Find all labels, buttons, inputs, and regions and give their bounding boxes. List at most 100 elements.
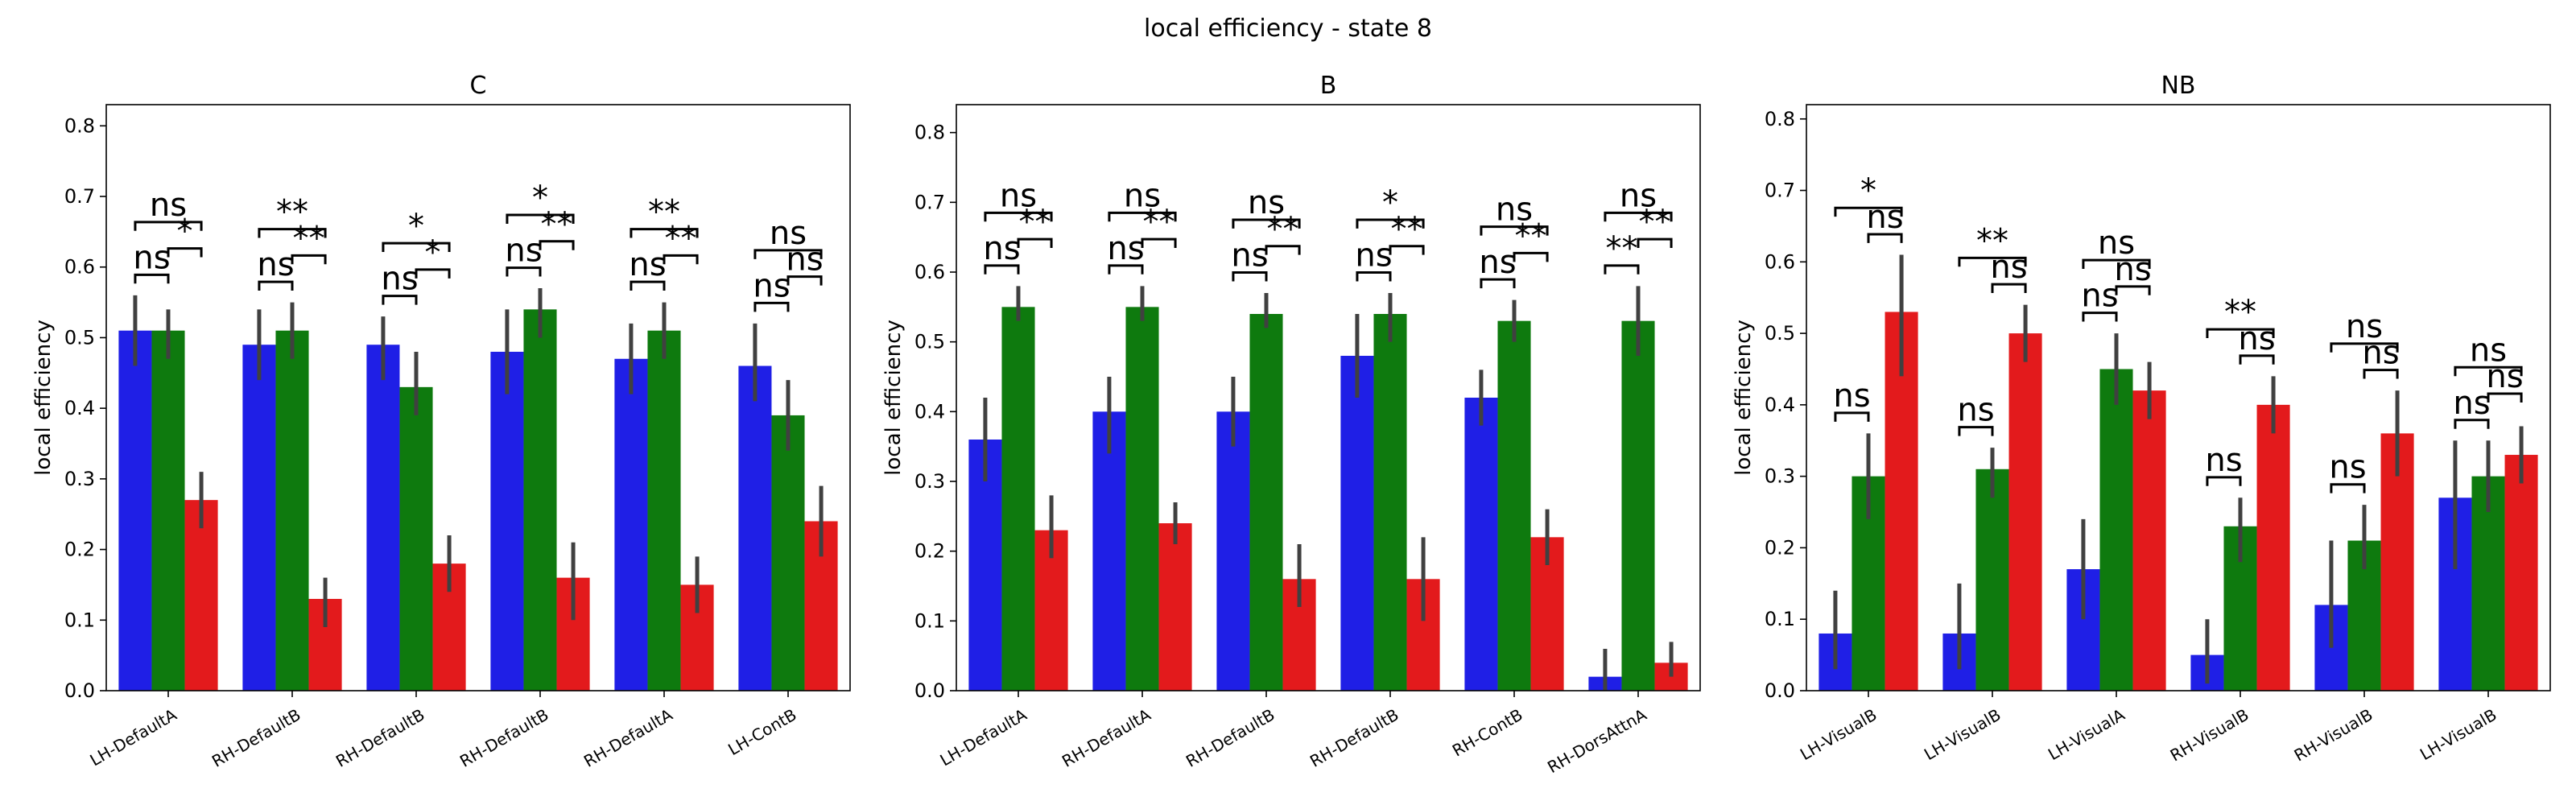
significance-label: ** xyxy=(648,194,680,231)
significance-label: ns xyxy=(1248,184,1285,221)
significance-label: ns xyxy=(1124,177,1161,214)
significance-label: ** xyxy=(1143,204,1175,241)
y-tick-label: 0.6 xyxy=(64,256,95,279)
significance-bracket xyxy=(1958,256,2027,267)
significance-bracket xyxy=(1834,206,1903,217)
bar xyxy=(523,309,557,691)
significance-bracket xyxy=(753,301,790,312)
significance-label: ** xyxy=(541,206,573,243)
y-tick-label: 0.8 xyxy=(914,122,945,144)
panel-title: B xyxy=(1320,72,1337,100)
y-tick-label: 0.4 xyxy=(1765,394,1795,416)
y-tick-label: 0.6 xyxy=(914,261,945,283)
y-tick-label: 0.5 xyxy=(1765,322,1795,345)
significance-label: ** xyxy=(293,220,325,257)
plot-frame xyxy=(105,104,851,691)
bar xyxy=(275,330,309,691)
x-tick-label: RH-DefaultA xyxy=(1059,704,1154,770)
significance-bracket xyxy=(382,295,418,305)
significance-bracket xyxy=(1513,251,1549,262)
y-tick-label: 0.2 xyxy=(914,540,945,563)
significance-bracket xyxy=(1265,245,1301,255)
y-tick-label: 0.3 xyxy=(64,468,95,490)
y-axis-label: local efficiency xyxy=(1732,320,1756,476)
x-tick-label: LH-ContB xyxy=(724,705,799,760)
significance-bracket xyxy=(2206,328,2275,339)
bar xyxy=(1464,398,1498,691)
significance-label: ** xyxy=(1605,230,1637,267)
x-tick-label: RH-DefaultB xyxy=(456,705,551,771)
bar xyxy=(2099,369,2133,691)
x-tick-label: RH-DefaultB xyxy=(1183,705,1278,771)
y-tick-label: 0.5 xyxy=(914,331,945,353)
significance-bracket xyxy=(2454,419,2490,429)
significance-bracket xyxy=(1141,237,1177,249)
significance-label: ns xyxy=(786,242,823,279)
significance-bracket xyxy=(2082,312,2118,322)
y-tick-label: 0.6 xyxy=(1765,250,1795,273)
x-tick-label: LH-DefaultA xyxy=(86,704,180,770)
significance-label: ** xyxy=(1515,217,1547,254)
significance-bracket xyxy=(786,275,823,286)
significance-bracket xyxy=(1958,426,1994,436)
significance-bracket xyxy=(2330,342,2399,353)
y-tick-label: 0.5 xyxy=(64,326,95,349)
y-tick-label: 0.0 xyxy=(1765,679,1795,702)
significance-label: ** xyxy=(276,194,308,231)
significance-label: ** xyxy=(665,220,697,257)
bar xyxy=(399,386,433,691)
significance-label: ** xyxy=(1019,204,1051,241)
significance-bracket xyxy=(134,221,203,231)
significance-label: ** xyxy=(2224,294,2256,331)
bar xyxy=(771,415,805,691)
significance-bracket xyxy=(506,213,575,224)
bar xyxy=(2380,433,2414,691)
y-axis-label: local efficiency xyxy=(31,320,56,476)
significance-label: ns xyxy=(2362,335,2399,372)
y-tick-label: 0.1 xyxy=(914,609,945,632)
bar xyxy=(2008,333,2042,691)
significance-bracket xyxy=(1991,283,2027,294)
bar xyxy=(1975,469,2009,691)
significance-bracket xyxy=(663,254,699,265)
panel-title: C xyxy=(470,72,487,100)
panel-3: NB local efficiency 0.0 0.1 0.2 0.3 0.4 0.5 0.6 0… xyxy=(1732,72,2551,766)
significance-bracket xyxy=(1834,411,1870,422)
bar xyxy=(647,330,681,691)
y-tick-label: 0.4 xyxy=(914,400,945,423)
x-tick-label: LH-VisualA xyxy=(2045,704,2128,764)
significance-bracket xyxy=(2487,392,2523,402)
significance-label: ** xyxy=(1267,211,1299,248)
bar xyxy=(242,345,276,691)
significance-bracket xyxy=(1480,278,1516,289)
x-tick-label: RH-VisualB xyxy=(2167,705,2252,766)
significance-label: ns xyxy=(505,233,542,270)
y-tick-label: 0.7 xyxy=(914,191,945,213)
significance-bracket xyxy=(630,280,666,291)
significance-bracket xyxy=(506,266,542,277)
bar xyxy=(118,330,152,691)
significance-bracket xyxy=(291,254,327,265)
bar xyxy=(1216,411,1250,691)
x-tick-label: RH-DefaultA xyxy=(580,704,676,770)
significance-bracket xyxy=(1108,264,1144,275)
y-tick-label: 0.1 xyxy=(64,609,95,631)
significance-bracket xyxy=(2454,365,2523,377)
significance-label: ns xyxy=(133,239,170,276)
x-tick-label: RH-VisualB xyxy=(2291,705,2376,766)
y-tick-label: 0.3 xyxy=(914,470,945,493)
significance-label: ** xyxy=(1639,204,1671,241)
bar xyxy=(614,358,648,691)
plot-frame xyxy=(956,104,1701,691)
y-tick-label: 0.3 xyxy=(1765,465,1795,488)
bar xyxy=(1621,320,1655,691)
bar xyxy=(2504,455,2538,691)
x-tick-label: RH-DorsAttnA xyxy=(1544,704,1650,777)
bar xyxy=(1249,314,1283,691)
bar xyxy=(151,330,185,691)
bar xyxy=(1125,307,1159,691)
significance-label: ns xyxy=(1231,237,1268,275)
significance-label: * xyxy=(532,180,548,217)
significance-bracket xyxy=(1017,237,1053,249)
